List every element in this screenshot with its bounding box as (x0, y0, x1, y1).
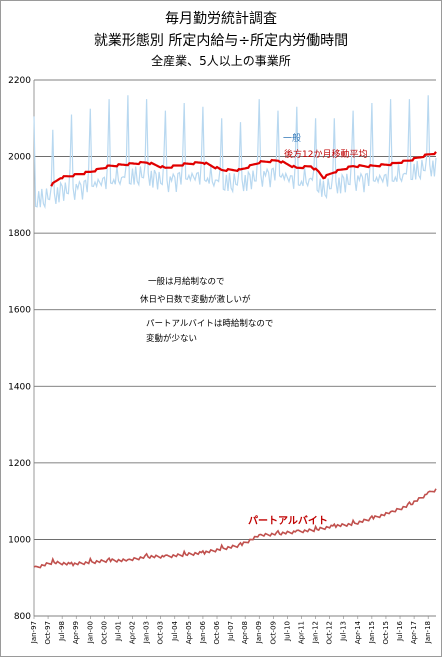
x-tick-label: Jul-01 (114, 621, 122, 642)
x-tick-label: Oct-97 (44, 621, 52, 645)
gridlines (34, 79, 436, 617)
x-tick-label: Oct-09 (269, 621, 277, 645)
x-tick-label: Jan-12 (312, 621, 320, 644)
x-tick-label: Apr-05 (185, 621, 193, 644)
x-tick-label: Apr-02 (129, 621, 137, 644)
note-line-1: 一般は月給制なので (148, 276, 225, 287)
note-line-3: パートアルバイトは時給制なので (146, 318, 273, 329)
y-tick-label: 800 (14, 612, 31, 622)
series-part-time (33, 488, 437, 569)
y-tick-label: 1800 (8, 229, 31, 239)
x-tick-label: Oct-03 (157, 621, 165, 645)
x-tick-label: Jan-06 (199, 620, 207, 644)
x-tick-label: Jan-97 (30, 621, 38, 644)
x-tick-label: Jul-98 (58, 621, 66, 642)
x-tick-label: Jul-07 (227, 621, 235, 642)
series-layer (33, 95, 437, 569)
x-tick-label: Jul-13 (340, 621, 348, 642)
x-tick-label: Jul-10 (283, 621, 291, 642)
x-tick-label: Jan-09 (255, 621, 263, 644)
chart-title-line-2: 就業形態別 所定内給与÷所定内労働時間 (93, 33, 349, 49)
note-line-2: 休日や日数で変動が激しいが (140, 294, 251, 305)
x-tick-label: Jul-04 (171, 620, 179, 641)
x-tick-label: Jan-18 (424, 621, 432, 644)
x-tick-label: Apr-99 (72, 621, 80, 644)
x-tick-label: Oct-06 (213, 620, 221, 644)
y-axis: 800 1000 1200 1400 1600 1800 2000 2200 (8, 76, 35, 622)
x-tick-label: Oct-00 (100, 621, 108, 645)
x-tick-label: Apr-14 (354, 620, 362, 644)
x-tick-label: Jan-00 (86, 621, 94, 644)
series-general-moving-average (50, 151, 437, 187)
y-tick-label: 1600 (8, 306, 31, 316)
x-tick-label: Oct-12 (326, 621, 334, 645)
x-tick-label: Jan-03 (143, 621, 151, 644)
x-axis: Jan-97 Oct-97 Jul-98 Apr-99 Jan-00 Oct-00 Jul-… (30, 616, 432, 645)
x-tick-label: Jul-16 (396, 620, 404, 641)
moving-average-label: 後方12か月移動平均 (284, 148, 367, 160)
x-tick-label: Jan-15 (368, 621, 376, 644)
general-series-label: 一般 (283, 132, 301, 144)
y-tick-label: 1000 (8, 535, 31, 545)
y-tick-label: 2200 (8, 76, 31, 86)
x-tick-label: Apr-08 (241, 621, 249, 644)
chart-subtitle: 全産業、5人以上の事業所 (151, 54, 291, 68)
part-time-series-label: パートアルバイト (248, 515, 328, 527)
y-tick-label: 1200 (8, 459, 31, 469)
x-tick-label: Apr-17 (410, 621, 418, 644)
x-tick-label: Apr-11 (297, 621, 305, 644)
note-line-4: 変動が少ない (146, 333, 197, 344)
series-general-monthly (33, 95, 437, 210)
y-tick-label: 1400 (8, 382, 31, 392)
x-tick-label: Oct-15 (382, 621, 390, 645)
chart-title: 毎月勤労統計調査 (165, 11, 277, 27)
y-tick-label: 2000 (8, 153, 31, 163)
